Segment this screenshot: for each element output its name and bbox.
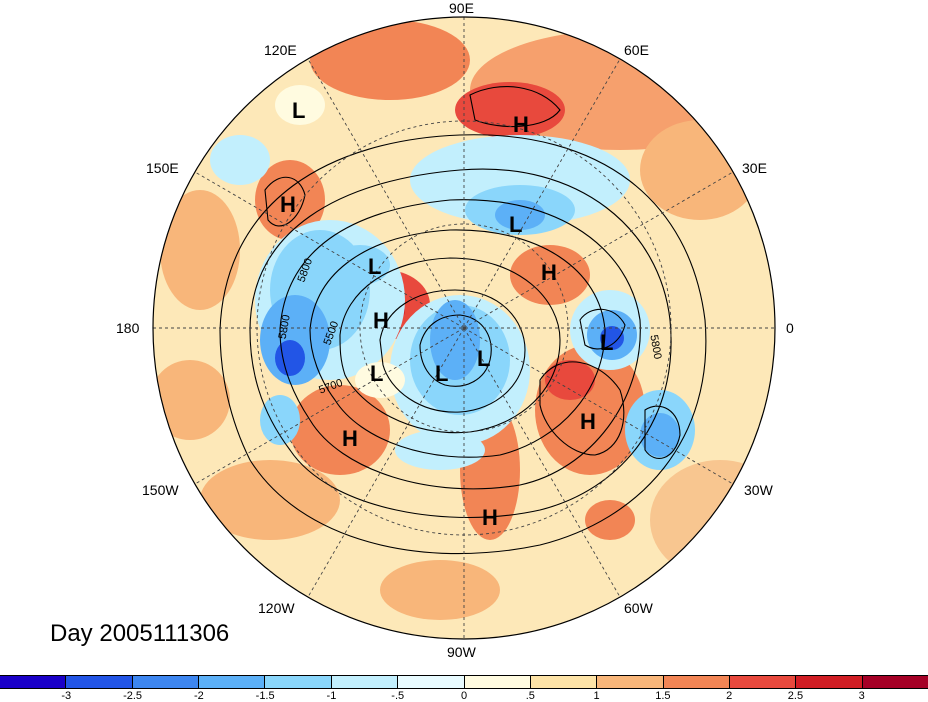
- colorbar-tick-label: -3: [61, 690, 72, 702]
- colorbar-tick-label: 2.5: [787, 690, 804, 702]
- colorbar-ticks: -3 -2.5 -2 -1.5 -1 -.5 0 .5 1 1.5 2 2.5 3: [0, 690, 928, 702]
- low-marker: L: [292, 98, 305, 123]
- high-marker: H: [513, 112, 529, 137]
- lon-label-90w: 90W: [447, 644, 476, 660]
- colorbar-tick-label: -1.5: [255, 690, 275, 702]
- colorbar-tick-label: 2: [726, 690, 733, 702]
- colorbar-segment: [264, 676, 331, 688]
- colorbar-tick-label: -2: [193, 690, 204, 702]
- low-marker: L: [435, 361, 448, 386]
- lon-label-150w: 150W: [142, 482, 179, 498]
- colorbar-segment: [330, 676, 398, 688]
- colorbar-segment: [596, 676, 663, 688]
- colorbar-segment: [463, 676, 530, 688]
- pressure-centers: L H H L L H H L L L L H H H: [280, 98, 613, 530]
- colorbar-tick-label: .5: [525, 690, 535, 702]
- lon-label-60w: 60W: [624, 600, 653, 616]
- lon-label-150e: 150E: [146, 160, 179, 176]
- colorbar-tick-label: 1: [593, 690, 600, 702]
- low-marker: L: [368, 254, 381, 279]
- high-marker: H: [373, 308, 389, 333]
- high-marker: H: [342, 426, 358, 451]
- colorbar: [0, 675, 928, 689]
- colorbar-tick-label: 0: [460, 690, 468, 702]
- lon-label-180: 180: [116, 320, 140, 336]
- low-marker: L: [370, 361, 383, 386]
- contour-label: 5800: [277, 314, 293, 340]
- high-marker: H: [580, 409, 596, 434]
- colorbar-segment: [65, 676, 132, 688]
- colorbar-segment: [861, 676, 928, 688]
- colorbar-segment: [131, 676, 199, 688]
- colorbar-segment: [662, 676, 729, 688]
- colorbar-tick-label: 1.5: [655, 690, 671, 702]
- lon-label-90e: 90E: [449, 0, 474, 16]
- low-marker: L: [600, 330, 613, 355]
- colorbar-segment: [397, 676, 464, 688]
- lon-label-120w: 120W: [258, 600, 295, 616]
- lon-label-30w: 30W: [744, 482, 773, 498]
- high-marker: H: [280, 192, 296, 217]
- contours: [219, 86, 707, 555]
- colorbar-segment: [0, 676, 66, 688]
- contour-label: 5800: [647, 334, 663, 360]
- lon-label-120e: 120E: [264, 42, 297, 58]
- colorbar-segment: [795, 676, 862, 688]
- polar-map: 5800 5800 5500 5700 5800 L H H L L H H L…: [152, 16, 776, 640]
- colorbar-segment: [198, 676, 265, 688]
- low-marker: L: [477, 346, 490, 371]
- colorbar-tick-label: -2.5: [123, 690, 143, 702]
- colorbar-segment: [728, 676, 796, 688]
- colorbar-segment: [529, 676, 597, 688]
- lon-label-30e: 30E: [742, 160, 767, 176]
- date-title: Day 2005111306: [50, 620, 230, 647]
- colorbar-tick-label: -1: [326, 690, 337, 702]
- lon-label-0: 0: [786, 320, 794, 336]
- high-marker: H: [482, 505, 498, 530]
- lon-label-60e: 60E: [624, 42, 649, 58]
- map-border: [152, 16, 776, 640]
- colorbar-tick-label: 3: [858, 690, 865, 702]
- colorbar-tick-label: -.5: [391, 690, 405, 702]
- high-marker: H: [541, 260, 557, 285]
- low-marker: L: [509, 212, 522, 237]
- graticule: [153, 17, 775, 639]
